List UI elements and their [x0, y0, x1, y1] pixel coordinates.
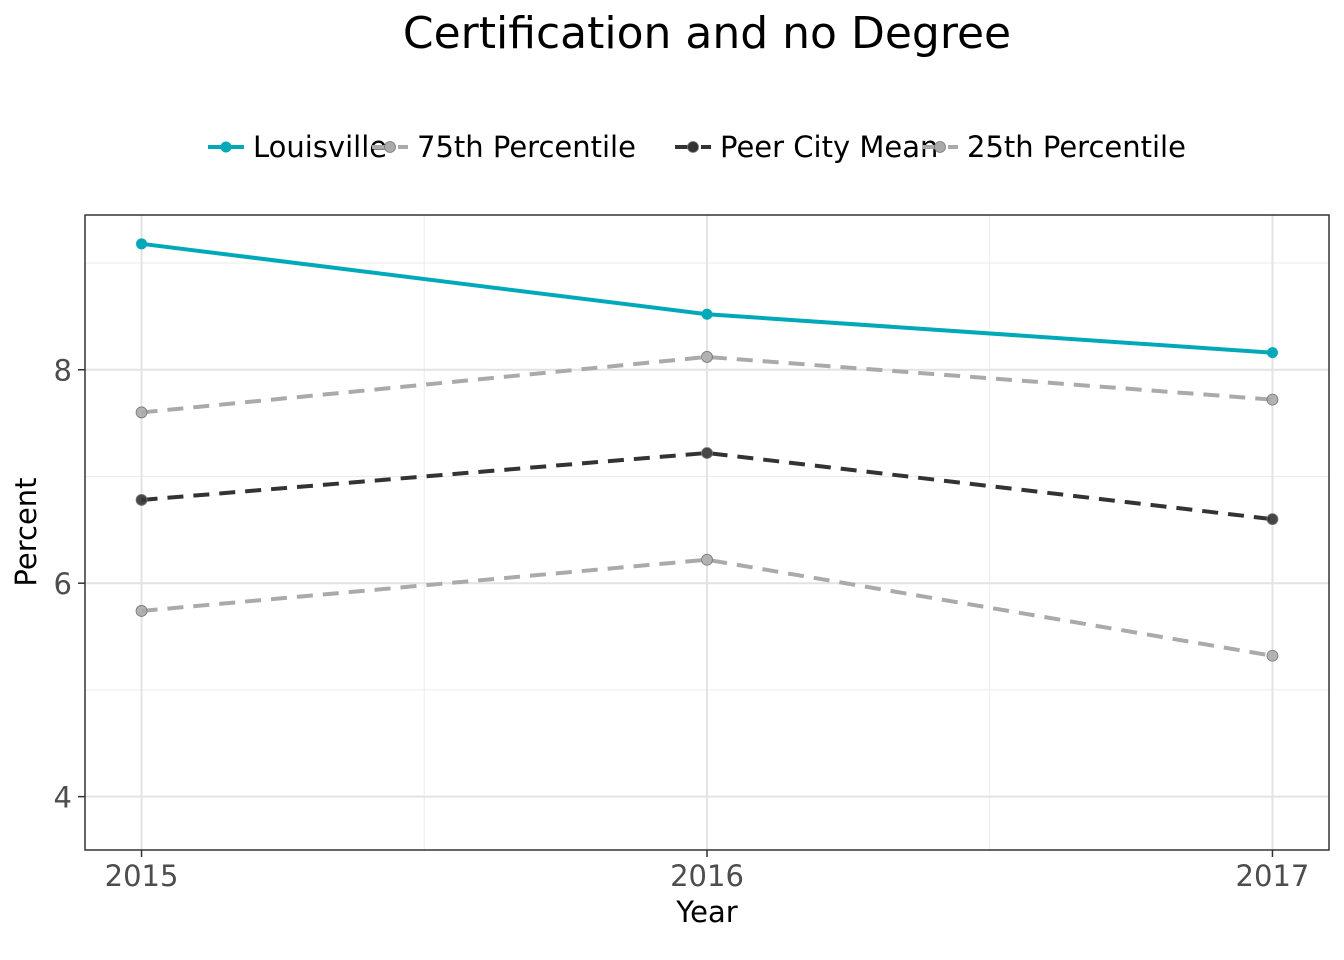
legend-label-25th-percentile: 25th Percentile [967, 130, 1186, 164]
y-tick-label: 6 [54, 567, 72, 601]
legend-key-point-louisville [220, 141, 232, 153]
y-tick-label: 8 [54, 354, 72, 388]
data-point-75th-percentile [135, 406, 148, 419]
chart-title: Certification and no Degree [403, 8, 1011, 59]
x-tick-label: 2016 [670, 859, 744, 893]
y-tick-label: 4 [54, 781, 72, 815]
series-layer [135, 238, 1279, 662]
data-point-peer-city-mean [135, 494, 148, 506]
legend-key-point-peer-city-mean [687, 141, 699, 153]
data-point-peer-city-mean [1266, 513, 1279, 526]
x-axis-title: Year [675, 895, 737, 929]
series-line-25th-percentile [141, 557, 1273, 658]
data-point-25th-percentile [135, 605, 148, 617]
legend-label-75th-percentile: 75th Percentile [417, 130, 636, 164]
axes: 4 6 8 2015 2016 2017 [54, 354, 1310, 893]
data-point-louisville [701, 308, 713, 320]
series-line-peer-city-mean [141, 450, 1273, 522]
data-point-25th-percentile [701, 553, 713, 566]
y-axis-title: Percent [9, 477, 43, 586]
legend-label-louisville: Louisville [253, 130, 387, 164]
data-point-peer-city-mean [701, 447, 713, 459]
series-line-75th-percentile [141, 354, 1273, 415]
data-point-louisville [1266, 347, 1278, 359]
data-point-75th-percentile [701, 351, 713, 363]
data-point-75th-percentile [1266, 393, 1279, 406]
data-point-25th-percentile [1266, 649, 1279, 662]
x-tick-label: 2015 [105, 859, 179, 893]
legend: Louisville 75th Percentile Peer City Mean 2… [208, 130, 1186, 164]
legend-key-point-25th-percentile [934, 141, 946, 153]
legend-key-point-75th-percentile [384, 141, 396, 153]
legend-label-peer-city-mean: Peer City Mean [720, 130, 938, 164]
data-point-louisville [136, 238, 148, 250]
x-tick-label: 2017 [1236, 859, 1310, 893]
grid-lines [85, 215, 1329, 850]
